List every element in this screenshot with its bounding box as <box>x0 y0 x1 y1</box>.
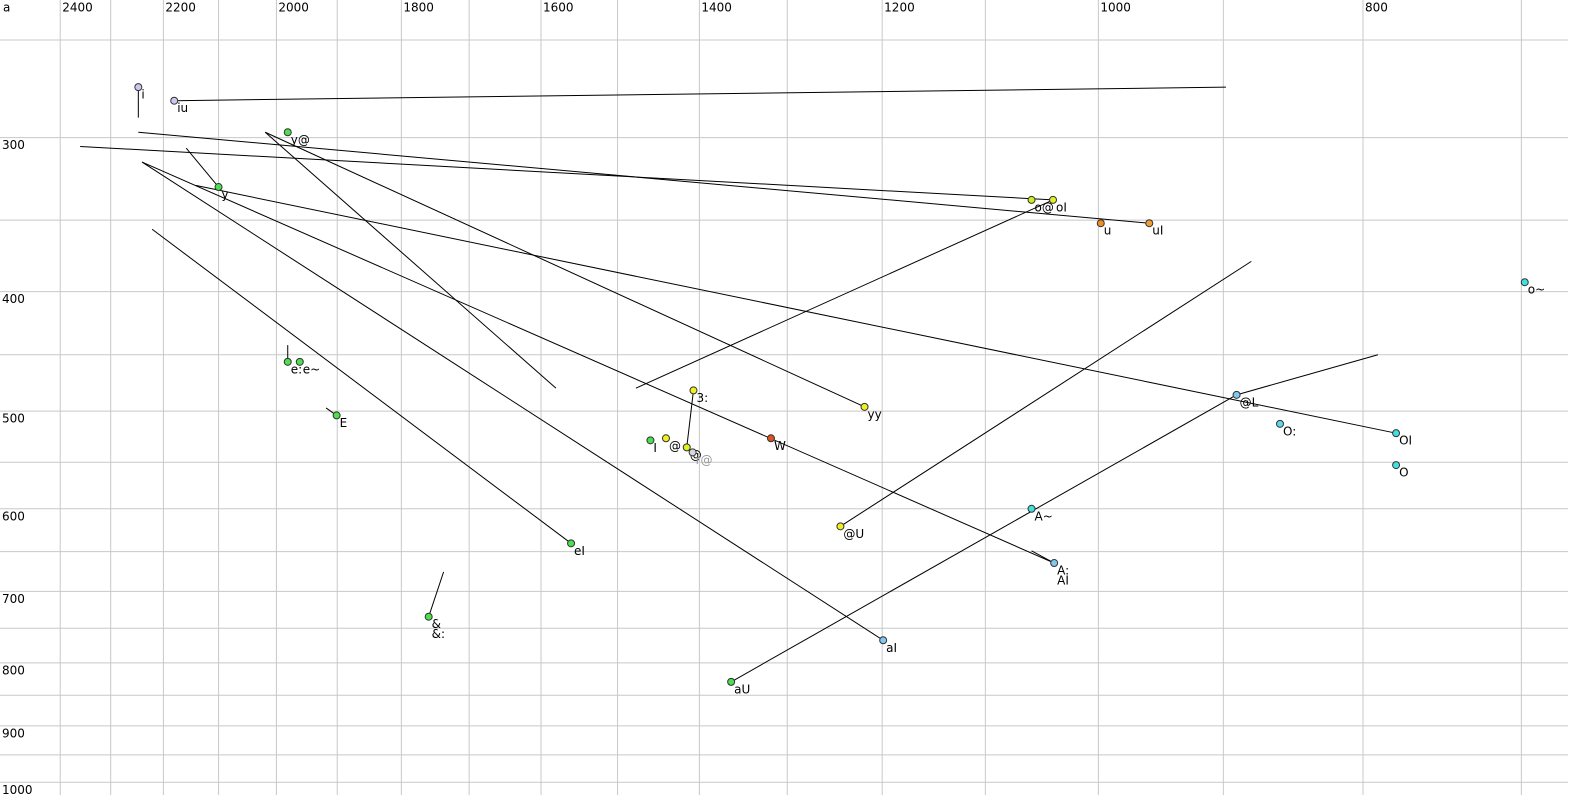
x-tick-label: 2000 <box>278 1 309 15</box>
vowel-point <box>332 411 341 420</box>
vowel-label: I <box>653 441 657 455</box>
x-tick-label: 2400 <box>62 1 93 15</box>
trajectory <box>185 147 219 188</box>
vowel-point <box>1096 219 1105 228</box>
vowel-point <box>1392 461 1401 470</box>
vowel-point <box>766 434 775 443</box>
trajectory <box>195 184 1397 434</box>
vowel-label: i <box>141 88 144 102</box>
vowel-point <box>1392 429 1401 438</box>
vowel-label: @ <box>669 439 681 453</box>
vowel-label: aU <box>734 682 750 696</box>
x-tick-label: 800 <box>1365 1 1388 15</box>
x-tick-label: 1200 <box>884 1 915 15</box>
vowel-point <box>424 612 433 621</box>
vowel-label: yy <box>868 407 882 421</box>
vowel-label: AI <box>1057 574 1069 588</box>
x-tick-label: 2200 <box>165 1 196 15</box>
vowel-point <box>214 183 223 192</box>
vowel-point <box>1027 504 1036 513</box>
trajectory <box>264 131 557 389</box>
vowel-label: OI <box>1399 434 1412 448</box>
y-tick-label: 900 <box>2 726 25 740</box>
vowel-label: W <box>774 439 786 453</box>
vowel-point <box>1027 195 1036 204</box>
vowel-point <box>134 83 143 92</box>
vowel-label: o~ <box>1528 283 1545 297</box>
vowel-label: aI <box>886 641 897 655</box>
trajectory <box>840 260 1252 527</box>
y-tick-label: 600 <box>2 509 25 523</box>
y-tick-label: 500 <box>2 412 25 426</box>
vowel-point <box>1050 559 1059 568</box>
trajectory <box>141 161 884 641</box>
vowel-point <box>567 539 576 548</box>
vowel-point <box>1145 219 1154 228</box>
vowel-label: y <box>222 188 229 202</box>
vowel-label: O <box>1399 466 1408 480</box>
vowel-label: E <box>340 416 348 430</box>
vowel-point <box>1232 390 1241 399</box>
vowel-point <box>1276 419 1285 428</box>
corner-label: a <box>3 1 10 15</box>
vowel-point <box>661 434 670 443</box>
x-tick-label: 1600 <box>543 1 574 15</box>
vowel-label: uI <box>1152 224 1163 238</box>
trajectory <box>174 86 1226 102</box>
y-tick-label: 800 <box>2 663 25 677</box>
vowel-label: e: <box>291 362 302 376</box>
vowel-point <box>283 357 292 366</box>
y-tick-label: 1000 <box>2 783 33 797</box>
vowel-point <box>295 357 304 366</box>
vowel-point <box>682 443 691 452</box>
vowel-point <box>170 96 179 105</box>
vowel-label: A: <box>1057 564 1069 578</box>
vowel-label: e~ <box>303 362 320 376</box>
trajectory <box>635 199 1054 389</box>
trajectory <box>730 394 1237 683</box>
vowel-label: y@ <box>291 133 310 147</box>
x-tick-label: 1800 <box>403 1 434 15</box>
vowel-label: &: <box>432 627 445 641</box>
vowel-point <box>646 436 655 445</box>
vowel-point <box>1049 195 1058 204</box>
trajectory <box>1236 354 1379 396</box>
vowel-label: A~ <box>1035 509 1053 523</box>
vowel-point <box>689 386 698 395</box>
vowel-point <box>879 636 888 645</box>
trajectory <box>428 571 445 617</box>
trajectory <box>686 390 694 448</box>
vowel-label: 3: <box>696 391 708 405</box>
vowel-label: iu <box>177 101 188 115</box>
trajectory <box>1031 550 1055 564</box>
vowel-point <box>727 677 736 686</box>
vowel-point <box>283 128 292 137</box>
vowel-label: O: <box>1283 424 1296 438</box>
x-tick-label: 1400 <box>701 1 732 15</box>
y-tick-label: 700 <box>2 592 25 606</box>
y-tick-label: 400 <box>2 292 25 306</box>
trajectory <box>141 161 1055 564</box>
vowel-point <box>1520 278 1529 287</box>
vowel-label: u <box>1104 224 1112 238</box>
y-tick-label: 300 <box>2 138 25 152</box>
trajectory <box>80 145 1054 201</box>
vowel-label: oI <box>1056 200 1067 214</box>
vowel-label: & <box>432 617 441 631</box>
vowel-point <box>688 448 697 457</box>
vowel-label: @L <box>1240 395 1259 409</box>
vowel-point <box>836 522 845 531</box>
vowel-label: o@ <box>1035 200 1054 214</box>
vowel-label: r@ <box>696 453 713 467</box>
trajectory <box>151 228 572 544</box>
vowel-label: eI <box>574 544 585 558</box>
vowel-point <box>860 402 869 411</box>
trajectory <box>264 131 865 408</box>
vowel-label: @U <box>843 527 864 541</box>
x-tick-label: 1000 <box>1100 1 1131 15</box>
